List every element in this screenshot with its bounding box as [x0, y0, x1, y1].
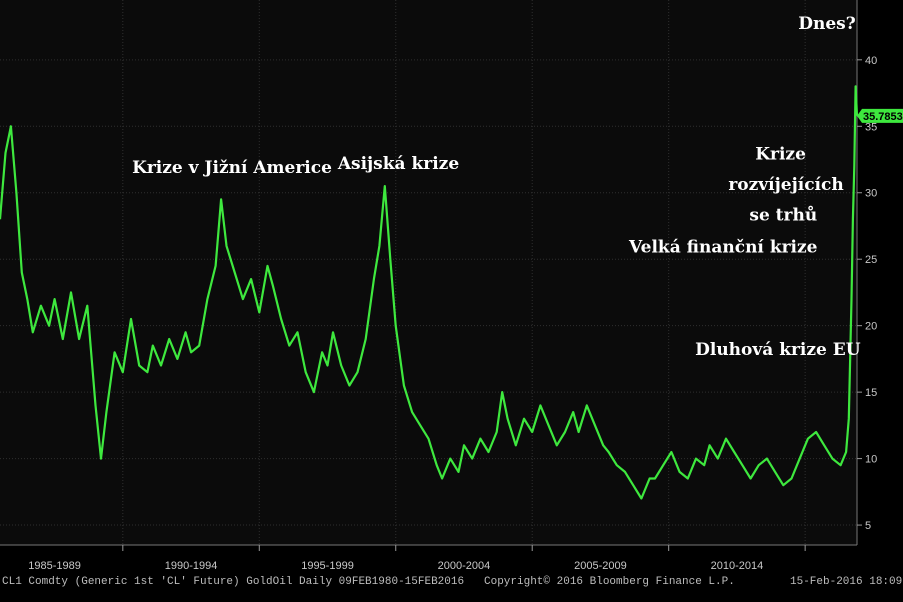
series-layer: [0, 85, 859, 500]
x-axis: 1985-1989 1990-1994 1995-1999 2000-2004 2005…: [28, 545, 806, 572]
footer-timestamp: 15-Feb-2016 18:09:47: [790, 576, 903, 588]
x-tick-label: 1990-1994: [165, 560, 218, 572]
y-axis: 5 10 15 20 25 30 35 40: [857, 55, 877, 532]
x-tick-label: 1995-1999: [301, 560, 354, 572]
y-tick-label: 20: [865, 321, 877, 333]
x-tick-label: 2005-2009: [574, 560, 627, 572]
x-tick-label: 2010-2014: [711, 560, 764, 572]
y-tick-label: 40: [865, 55, 877, 67]
annotation-label: Dnes?: [798, 14, 855, 34]
footer-source: CL1 Comdty (Generic 1st 'CL' Future) Gol…: [2, 576, 464, 588]
annotation-label: Asijská krize: [337, 154, 460, 174]
footer: CL1 Comdty (Generic 1st 'CL' Future) Gol…: [2, 576, 903, 588]
last-value-label: 35.7853: [863, 111, 903, 123]
annotation-label: Dluhová krize EU: [695, 340, 861, 360]
gridlines: [0, 0, 858, 546]
annotation-label: Velká finanční krize: [628, 238, 818, 258]
annotation-label: rozvíjejících: [728, 175, 843, 195]
annotation-label: Krize: [755, 145, 806, 165]
last-value-badge: 35.7853: [857, 108, 903, 123]
y-tick-label: 30: [865, 188, 877, 200]
annotation-label: Krize v Jižní Americe: [132, 158, 332, 178]
plot-area: [0, 0, 857, 545]
series-line: [0, 85, 859, 500]
annotation-label: se trhů: [749, 205, 817, 226]
y-tick-label: 25: [865, 254, 877, 266]
y-tick-label: 15: [865, 387, 877, 399]
last-value-badge-shape: [857, 108, 903, 123]
x-tick-label: 1985-1989: [28, 560, 81, 572]
y-tick-label: 10: [865, 454, 877, 466]
y-tick-label: 5: [865, 520, 871, 532]
annotations: Krize v Jižní Americe Asijská krize Velká …: [132, 14, 861, 360]
footer-copyright: Copyright© 2016 Bloomberg Finance L.P.: [484, 576, 735, 588]
y-tick-label: 35: [865, 121, 877, 133]
x-tick-label: 2000-2004: [438, 560, 491, 572]
